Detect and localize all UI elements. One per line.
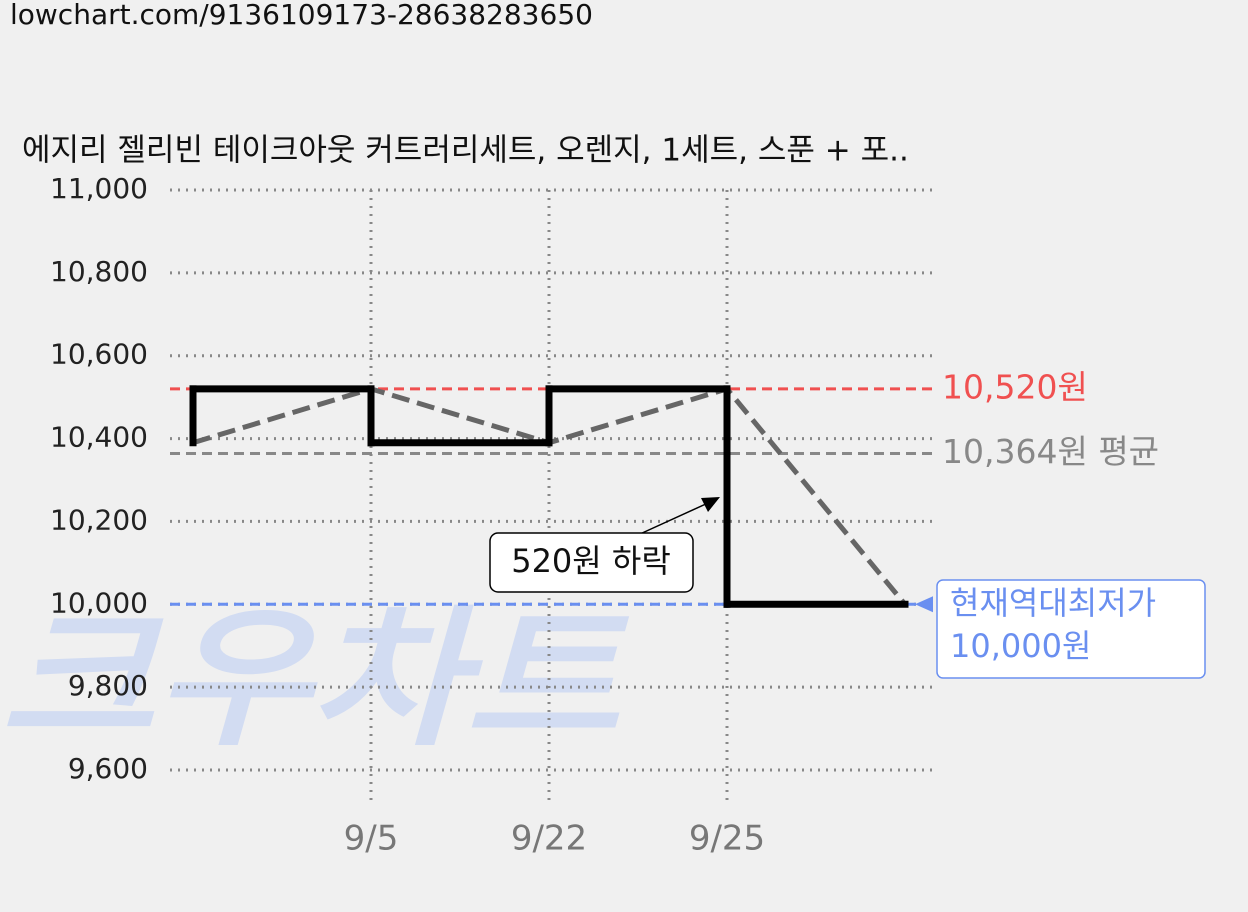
chart-title: 에지리 젤리빈 테이크아웃 커트러리세트, 오렌지, 1세트, 스푼 + 포.. (22, 133, 909, 169)
y-tick-label: 9,800 (68, 669, 148, 702)
reference-arrow (915, 596, 933, 613)
y-tick-label: 11,000 (50, 172, 148, 205)
y-tick-label: 9,600 (68, 752, 148, 785)
y-tick-label: 10,000 (50, 586, 148, 619)
y-tick-label: 10,600 (50, 338, 148, 371)
reference-box (936, 579, 1206, 679)
x-tick-label: 9/22 (511, 819, 587, 859)
url: lowchart.com/9136109173-28638283650 (10, 0, 593, 31)
annotation-arrow-line (639, 502, 709, 535)
annotation-arrow-head (701, 497, 720, 512)
reference-title: 현재역대최저가 (950, 584, 1156, 622)
annotation-text: 520원 하락 (511, 542, 671, 580)
watermark: 크우차트 (0, 593, 630, 767)
x-tick-label: 9/5 (344, 819, 399, 859)
y-tick-label: 10,200 (50, 503, 148, 536)
x-tick-label: 9/25 (689, 819, 765, 859)
y-tick-label: 10,400 (50, 421, 148, 454)
annotation-box (489, 532, 694, 593)
reference-label: 10,364원 평균 (942, 432, 1159, 471)
reference-label: 10,000원 (950, 627, 1091, 665)
y-tick-label: 10,800 (50, 255, 148, 288)
reference-label: 10,520원 (942, 367, 1088, 406)
